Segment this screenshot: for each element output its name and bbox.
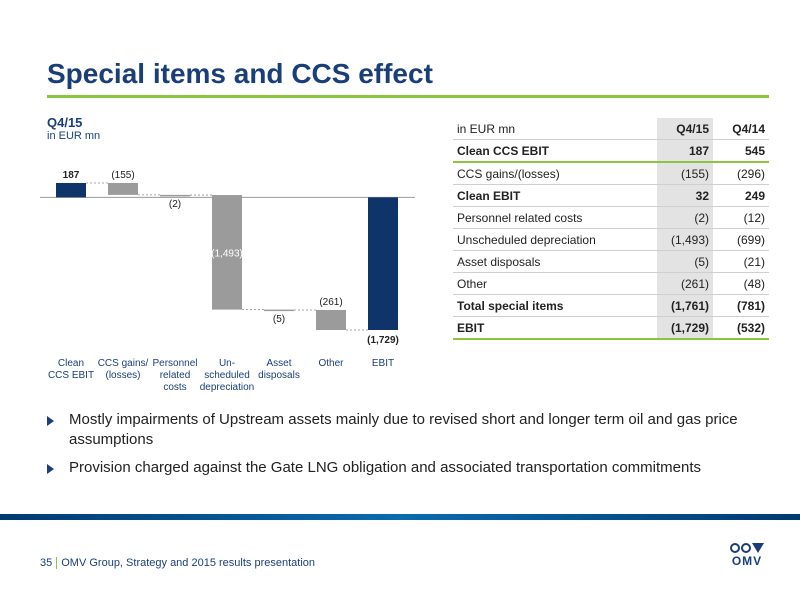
waterfall-bar (368, 197, 398, 330)
table-cell-q415: 187 (657, 139, 713, 163)
triangle-bullet-icon (47, 416, 54, 426)
waterfall-value-label: (261) (319, 297, 342, 308)
waterfall-bar (160, 194, 190, 197)
table-row: CCS gains/(losses) (155) (296) (453, 162, 769, 185)
footer-text: OMV Group, Strategy and 2015 results pre… (61, 557, 316, 569)
waterfall-category-label: Other (318, 358, 344, 369)
waterfall-bar (316, 309, 346, 330)
table-cell-q415: (1,729) (657, 316, 713, 340)
category-label-line: EBIT (372, 358, 394, 369)
waterfall-bar (212, 195, 242, 310)
table-cell-q414: 545 (713, 139, 769, 163)
waterfall-category-label: Asset disposals (258, 358, 300, 381)
category-label-line: Personnel (152, 358, 197, 369)
table-row-label: Other (453, 272, 657, 295)
slide-title: Special items and CCS effect (47, 58, 433, 89)
category-label-line: (losses) (105, 370, 140, 381)
table-body: Clean CCS EBIT 187 545 CCS gains/(losses) (1… (453, 139, 769, 340)
table-row: Clean CCS EBIT 187 545 (453, 139, 769, 163)
category-label-line: related (160, 370, 191, 381)
category-label-line: disposals (258, 370, 300, 381)
table-header-unit: in EUR mn (453, 118, 657, 140)
waterfall-bar (264, 309, 294, 312)
omv-logo-wordmark: OMV (731, 554, 763, 568)
table-row: Other (261) (48) (453, 272, 769, 295)
category-label-line: CCS EBIT (48, 370, 94, 381)
bullet-list: Mostly impairments of Upstream assets ma… (47, 410, 767, 486)
table-cell-q414: (21) (713, 250, 769, 273)
table-cell-q415: (261) (657, 272, 713, 295)
category-label-line: Other (318, 358, 344, 369)
table-row-label: Total special items (453, 294, 657, 317)
table-row-label: Clean EBIT (453, 184, 657, 207)
table-cell-q415: (1,761) (657, 294, 713, 317)
table-header-q414: Q4/14 (713, 118, 769, 140)
page-number: 35 (40, 557, 53, 569)
category-label-line: scheduled (204, 370, 250, 381)
triangle-bullet-icon (47, 464, 54, 474)
table-cell-q414: (48) (713, 272, 769, 295)
waterfall-category-label: Personnel related costs (152, 358, 197, 393)
waterfall-category-label: Un-scheduled depreciation (200, 358, 254, 393)
table-row: Personnel related costs (2) (12) (453, 206, 769, 229)
waterfall-category-label: Clean CCS EBIT (48, 358, 94, 381)
table-row: Total special items (1,761) (781) (453, 294, 769, 317)
omv-logo-mark-icon (724, 543, 770, 553)
title-underline (47, 95, 769, 98)
bullet-text: Provision charged against the Gate LNG o… (69, 459, 702, 476)
table-row-label: EBIT (453, 316, 657, 340)
special-items-table: in EUR mn Q4/15 Q4/14 Clean CCS EBIT 187 5… (453, 118, 769, 340)
omv-logo: OMV (724, 543, 770, 568)
table-cell-q414: (699) (713, 228, 769, 251)
table-row: EBIT (1,729) (532) (453, 316, 769, 340)
table-row-label: Asset disposals (453, 250, 657, 273)
waterfall-value-label: 187 (63, 170, 80, 181)
table-header-q415: Q4/15 (657, 118, 713, 140)
table-cell-q414: (781) (713, 294, 769, 317)
table-cell-q414: (296) (713, 162, 769, 185)
table-cell-q414: (12) (713, 206, 769, 229)
waterfall-bar (108, 183, 138, 195)
table-cell-q415: (1,493) (657, 228, 713, 251)
waterfall-value-label: (1,729) (367, 335, 399, 346)
table-row-label: Unscheduled depreciation (453, 228, 657, 251)
category-label-line: Asset (266, 358, 291, 369)
table-cell-q415: (5) (657, 250, 713, 273)
footer-band (0, 514, 800, 520)
bullet-item: Provision charged against the Gate LNG o… (47, 458, 767, 478)
waterfall-value-label: (1,493) (211, 248, 243, 259)
table-row: Unscheduled depreciation (1,493) (699) (453, 228, 769, 251)
waterfall-value-label: (2) (169, 199, 181, 210)
waterfall-value-label: (5) (273, 314, 285, 325)
bullet-text: Mostly impairments of Upstream assets ma… (69, 411, 738, 448)
category-label-line: Clean (58, 358, 84, 369)
table-header-row: in EUR mn Q4/15 Q4/14 (453, 118, 769, 140)
category-label-line: CCS gains/ (98, 358, 149, 369)
table-cell-q414: (532) (713, 316, 769, 340)
table-cell-q414: 249 (713, 184, 769, 207)
table-row: Clean EBIT 32 249 (453, 184, 769, 207)
chart-unit: in EUR mn (47, 130, 101, 142)
table-row: Asset disposals (5) (21) (453, 250, 769, 273)
table-row-label: Personnel related costs (453, 206, 657, 229)
table-row-label: Clean CCS EBIT (453, 139, 657, 163)
table-cell-q415: (155) (657, 162, 713, 185)
category-label-line: Un- (219, 358, 235, 369)
chart-period: Q4/15 (47, 115, 83, 130)
waterfall-value-label: (155) (111, 170, 134, 181)
category-label-line: depreciation (200, 382, 254, 393)
table-row-label: CCS gains/(losses) (453, 162, 657, 185)
waterfall-category-label: CCS gains/(losses) (98, 358, 149, 381)
footer-separator (56, 557, 58, 570)
footer: 35 OMV Group, Strategy and 2015 results p… (40, 557, 316, 570)
waterfall-category-label: EBIT (372, 358, 394, 369)
table-cell-q415: (2) (657, 206, 713, 229)
category-label-line: costs (163, 382, 186, 393)
table-cell-q415: 32 (657, 184, 713, 207)
waterfall-bar (56, 183, 86, 198)
bullet-item: Mostly impairments of Upstream assets ma… (47, 410, 767, 450)
